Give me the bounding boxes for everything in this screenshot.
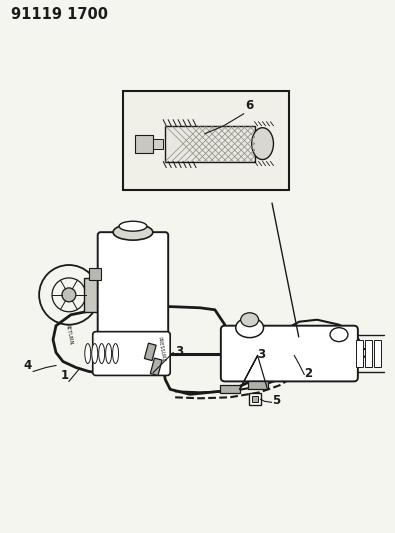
Bar bbox=[374, 340, 381, 367]
Bar bbox=[248, 393, 261, 405]
Ellipse shape bbox=[330, 328, 348, 342]
Text: 6: 6 bbox=[246, 99, 254, 112]
Bar bbox=[248, 382, 267, 389]
FancyBboxPatch shape bbox=[98, 232, 168, 337]
Ellipse shape bbox=[92, 344, 98, 364]
Text: 3: 3 bbox=[175, 344, 183, 358]
Bar bbox=[220, 385, 240, 393]
Text: 91119 1700: 91119 1700 bbox=[11, 7, 108, 22]
Bar bbox=[122, 91, 290, 190]
Bar bbox=[252, 397, 258, 402]
Bar bbox=[135, 135, 153, 152]
Ellipse shape bbox=[85, 344, 91, 364]
Ellipse shape bbox=[99, 344, 105, 364]
Bar bbox=[150, 358, 162, 376]
Ellipse shape bbox=[105, 344, 112, 364]
FancyBboxPatch shape bbox=[93, 332, 170, 375]
Ellipse shape bbox=[236, 318, 263, 337]
FancyBboxPatch shape bbox=[221, 326, 358, 382]
Bar bbox=[356, 340, 363, 367]
Text: 1: 1 bbox=[61, 369, 69, 382]
Text: 2: 2 bbox=[304, 367, 312, 381]
Circle shape bbox=[62, 288, 76, 302]
Text: 3: 3 bbox=[258, 348, 266, 360]
Ellipse shape bbox=[113, 344, 118, 364]
Bar bbox=[365, 340, 372, 367]
Ellipse shape bbox=[113, 224, 153, 240]
Ellipse shape bbox=[252, 128, 273, 159]
Bar bbox=[145, 343, 156, 361]
Bar bbox=[84, 278, 105, 312]
Bar bbox=[165, 126, 255, 161]
Text: 4: 4 bbox=[23, 359, 32, 373]
Text: RETURN: RETURN bbox=[65, 324, 73, 345]
Bar bbox=[89, 268, 101, 280]
Ellipse shape bbox=[119, 221, 147, 231]
Text: PRESSURE: PRESSURE bbox=[156, 336, 166, 362]
Bar bbox=[153, 139, 163, 149]
Ellipse shape bbox=[241, 313, 259, 327]
Text: 5: 5 bbox=[273, 394, 281, 407]
